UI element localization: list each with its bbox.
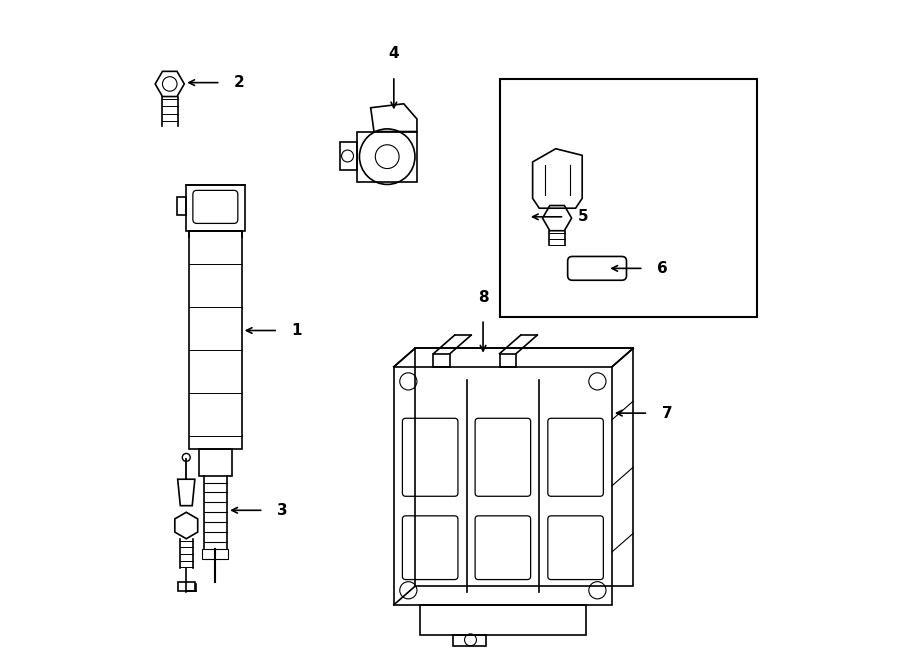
- Text: 1: 1: [292, 323, 302, 338]
- Text: 3: 3: [277, 503, 287, 518]
- Text: 8: 8: [478, 290, 489, 305]
- Text: 5: 5: [578, 210, 589, 224]
- Bar: [500, 79, 758, 317]
- Text: 7: 7: [662, 406, 672, 420]
- Text: 2: 2: [234, 75, 245, 90]
- Text: 6: 6: [657, 261, 668, 276]
- Text: 4: 4: [389, 46, 399, 61]
